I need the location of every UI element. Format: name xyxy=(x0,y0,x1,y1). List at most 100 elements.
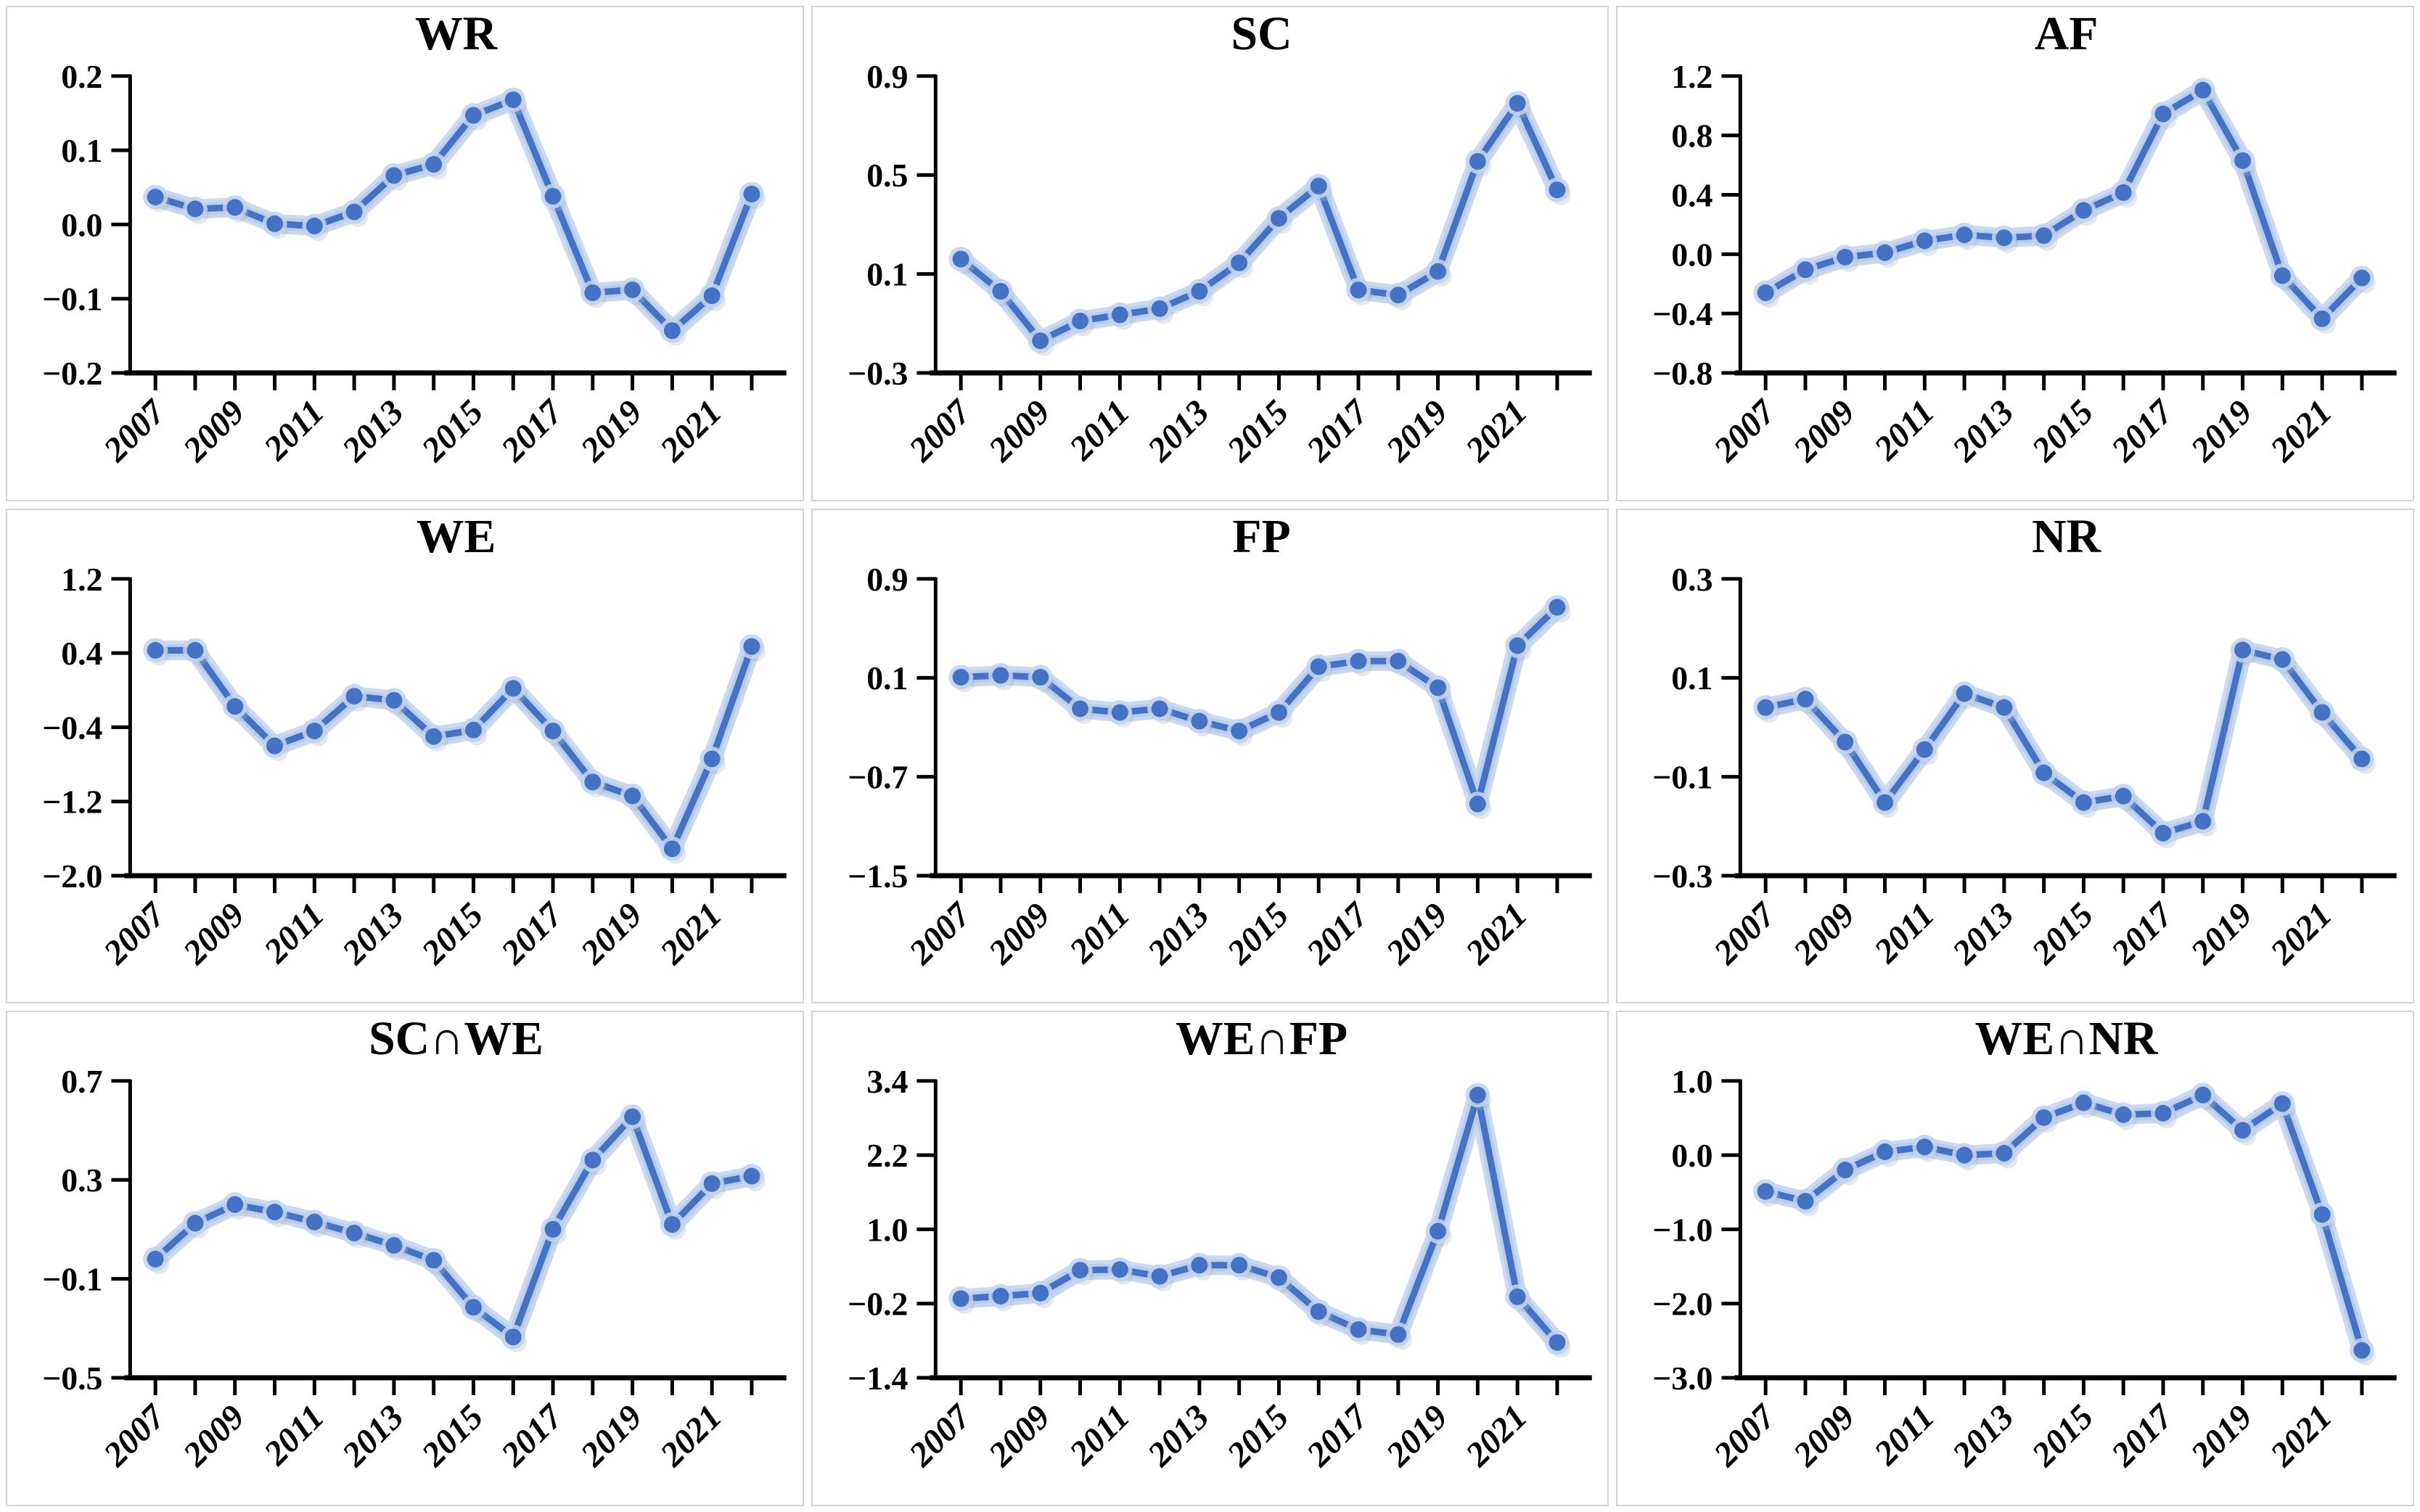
y-tick-label: 0.5 xyxy=(866,157,908,194)
x-tick-label: 2015 xyxy=(414,393,491,469)
x-tick-label: 2009 xyxy=(176,1397,253,1474)
x-tick-label: 2007 xyxy=(901,1397,979,1474)
data-point xyxy=(703,287,721,305)
data-point xyxy=(1270,210,1287,227)
x-tick-label: 2013 xyxy=(335,393,411,469)
data-point xyxy=(2154,1105,2172,1122)
y-tick-label: −0.3 xyxy=(848,355,908,392)
data-point xyxy=(1549,1334,1566,1352)
series-glow-inner xyxy=(149,640,758,855)
x-tick-label: 2021 xyxy=(2263,1398,2339,1475)
x-tick-label: 2021 xyxy=(652,1398,729,1475)
y-tick-label: 0.8 xyxy=(1672,118,1713,155)
data-point xyxy=(226,1196,244,1214)
x-tick-label: 2007 xyxy=(96,1397,173,1474)
series-glow xyxy=(951,93,1567,351)
data-point xyxy=(1837,248,1854,266)
data-point xyxy=(2274,1095,2292,1112)
data-point xyxy=(584,773,602,791)
data-point xyxy=(1469,795,1486,813)
data-point xyxy=(266,215,283,232)
data-point xyxy=(1350,282,1367,299)
data-point xyxy=(1429,263,1446,280)
x-tick-label: 2021 xyxy=(2263,895,2339,972)
chart-title: SC∩WE xyxy=(369,1012,544,1065)
data-point xyxy=(703,750,721,768)
data-point xyxy=(1310,658,1327,675)
y-tick-label: −0.4 xyxy=(1652,295,1713,332)
x-tick-label: 2011 xyxy=(1062,895,1137,971)
data-point xyxy=(952,668,969,686)
y-tick-label: 1.0 xyxy=(1672,1063,1713,1100)
y-tick-label: −0.1 xyxy=(1652,758,1713,795)
data-point xyxy=(2075,202,2093,219)
x-tick-label: 2017 xyxy=(493,392,571,469)
x-tick-label: 2011 xyxy=(256,1398,332,1474)
x-tick-label: 2009 xyxy=(1786,1397,1863,1474)
data-point xyxy=(305,218,323,234)
x-tick-label: 2017 xyxy=(1299,1397,1377,1474)
data-point xyxy=(1996,699,2013,716)
series-glow-inner xyxy=(954,96,1564,348)
data-point xyxy=(305,1214,323,1231)
data-point xyxy=(186,641,204,659)
data-point xyxy=(992,1288,1009,1305)
y-tick-label: −0.2 xyxy=(848,1286,908,1323)
data-point xyxy=(1469,1087,1486,1104)
x-tick-label: 2007 xyxy=(96,894,173,971)
data-point xyxy=(743,1167,760,1185)
data-point xyxy=(425,728,443,745)
data-point xyxy=(1310,1303,1327,1320)
data-point xyxy=(385,691,403,709)
chart-panel-we-fp: WE∩FP 3.4 2.2 1.0 −0.2 −1.4 2007 2009 2011 2013 20… xyxy=(811,1011,1609,1506)
data-point xyxy=(743,186,760,202)
series-line xyxy=(1763,86,2366,322)
data-point xyxy=(186,1215,204,1232)
data-point xyxy=(1996,229,2013,247)
data-point xyxy=(1111,1261,1128,1278)
data-point xyxy=(1151,1268,1168,1285)
series-line xyxy=(957,1092,1561,1347)
y-tick-label: 0.1 xyxy=(61,132,102,169)
data-point xyxy=(1797,1193,1814,1210)
data-point xyxy=(425,156,443,173)
y-tick-label: −0.1 xyxy=(42,281,102,318)
data-point xyxy=(624,1109,641,1126)
data-point xyxy=(2234,641,2252,659)
data-point xyxy=(1916,232,1934,250)
data-point xyxy=(385,1237,403,1254)
data-point xyxy=(1191,1257,1208,1274)
chart-title: NR xyxy=(2032,510,2101,563)
data-point xyxy=(464,721,482,739)
data-point xyxy=(2353,1342,2371,1359)
chart-title: SC xyxy=(1231,7,1292,60)
data-point xyxy=(1111,704,1128,721)
series-line xyxy=(152,1114,755,1341)
data-point xyxy=(544,1221,562,1238)
data-point xyxy=(1429,1223,1446,1240)
data-point xyxy=(2353,269,2371,287)
x-tick-label: 2019 xyxy=(573,1397,650,1474)
data-point xyxy=(1270,1269,1287,1286)
x-tick-label: 2017 xyxy=(1299,894,1377,971)
y-tick-label: 0.7 xyxy=(61,1063,102,1100)
data-point xyxy=(1837,734,1854,751)
data-point xyxy=(147,1251,164,1268)
data-point xyxy=(1837,1162,1854,1179)
chart-title: FP xyxy=(1232,510,1290,563)
x-tick-label: 2015 xyxy=(2025,393,2101,469)
x-tick-label: 2007 xyxy=(901,894,979,971)
y-tick-label: −1.4 xyxy=(848,1360,908,1397)
data-point xyxy=(2075,1094,2093,1112)
data-point xyxy=(1469,153,1486,170)
y-tick-label: 3.4 xyxy=(866,1063,908,1100)
y-tick-label: −2.0 xyxy=(42,858,102,895)
data-point xyxy=(2035,227,2053,245)
data-point xyxy=(2194,813,2212,830)
x-tick-label: 2019 xyxy=(2183,895,2260,972)
data-point xyxy=(2353,750,2371,768)
x-tick-label: 2019 xyxy=(573,393,650,469)
x-tick-label: 2017 xyxy=(493,894,571,971)
